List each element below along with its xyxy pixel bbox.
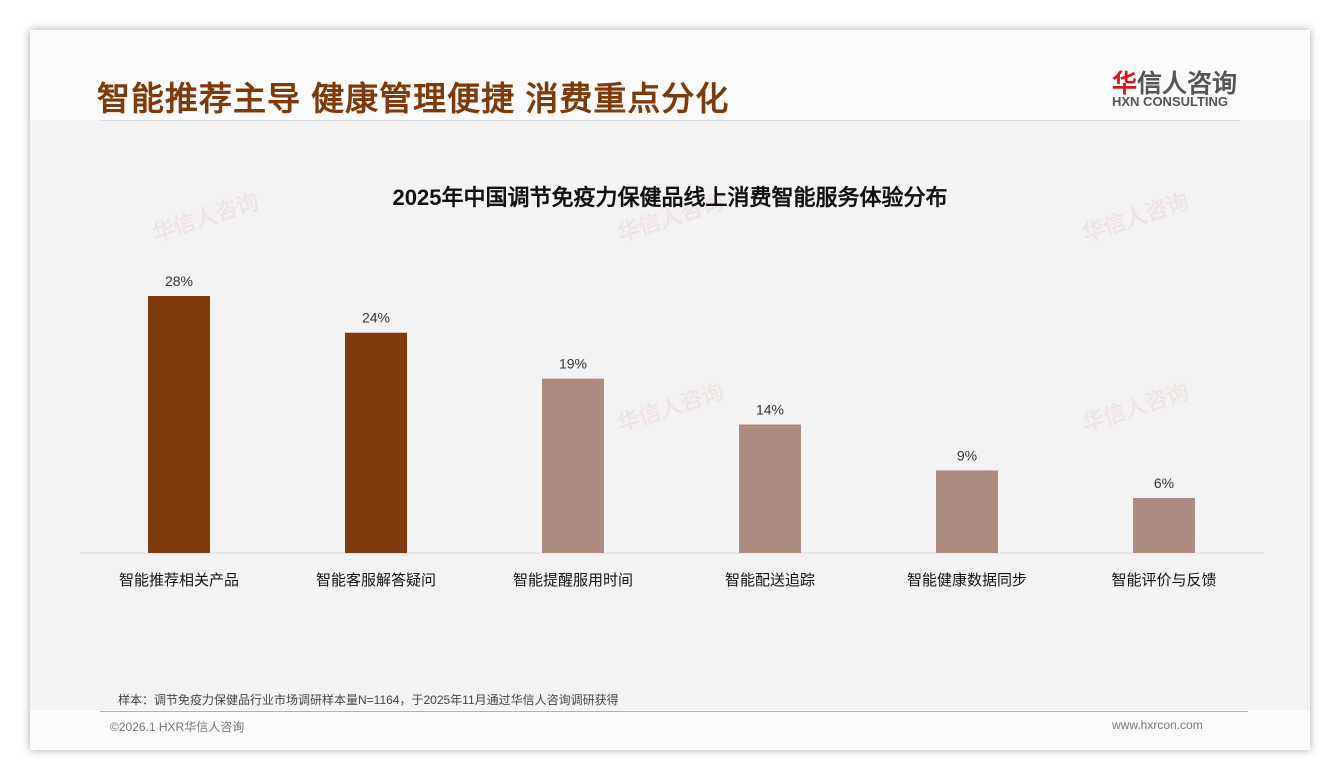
category-label: 智能配送追踪 bbox=[725, 571, 815, 589]
sample-note: 样本：调节免疫力保健品行业市场调研样本量N=1164，于2025年11月通过华信… bbox=[118, 693, 619, 707]
data-label: 19% bbox=[559, 356, 587, 372]
logo-cn: 信人咨询 bbox=[1137, 70, 1238, 98]
chart-area bbox=[30, 120, 1310, 710]
logo: 华信人咨询 bbox=[1112, 64, 1237, 100]
category-label: 智能健康数据同步 bbox=[907, 571, 1027, 589]
category-label: 智能提醒服用时间 bbox=[513, 571, 633, 589]
bar bbox=[1133, 497, 1195, 553]
data-label: 9% bbox=[957, 447, 977, 463]
bar bbox=[739, 424, 801, 553]
chart-title: 2025年中国调节免疫力保健品线上消费智能服务体验分布 bbox=[392, 185, 948, 210]
data-label: 14% bbox=[756, 402, 784, 418]
bar bbox=[148, 296, 210, 553]
website-url: www.hxrcon.com bbox=[1112, 718, 1203, 732]
copyright: ©2026.1 HXR华信人咨询 bbox=[110, 720, 245, 734]
category-label: 智能推荐相关产品 bbox=[119, 571, 239, 589]
data-label: 28% bbox=[165, 273, 193, 289]
bar bbox=[542, 378, 604, 553]
divider bbox=[100, 120, 1240, 121]
category-label: 智能客服解答疑问 bbox=[316, 571, 436, 589]
logo-en: HXN CONSULTING bbox=[1112, 94, 1229, 109]
bar bbox=[936, 470, 998, 553]
bar bbox=[345, 332, 407, 553]
data-label: 6% bbox=[1154, 475, 1174, 491]
page-title: 智能推荐主导 健康管理便捷 消费重点分化 bbox=[97, 80, 730, 117]
data-label: 24% bbox=[362, 310, 390, 326]
footer-divider bbox=[100, 711, 1248, 712]
category-label: 智能评价与反馈 bbox=[1111, 571, 1216, 589]
slide: 智能推荐主导 健康管理便捷 消费重点分化 华信人咨询 HXN CONSULTIN… bbox=[30, 30, 1310, 750]
logo-red: 华 bbox=[1112, 70, 1138, 98]
